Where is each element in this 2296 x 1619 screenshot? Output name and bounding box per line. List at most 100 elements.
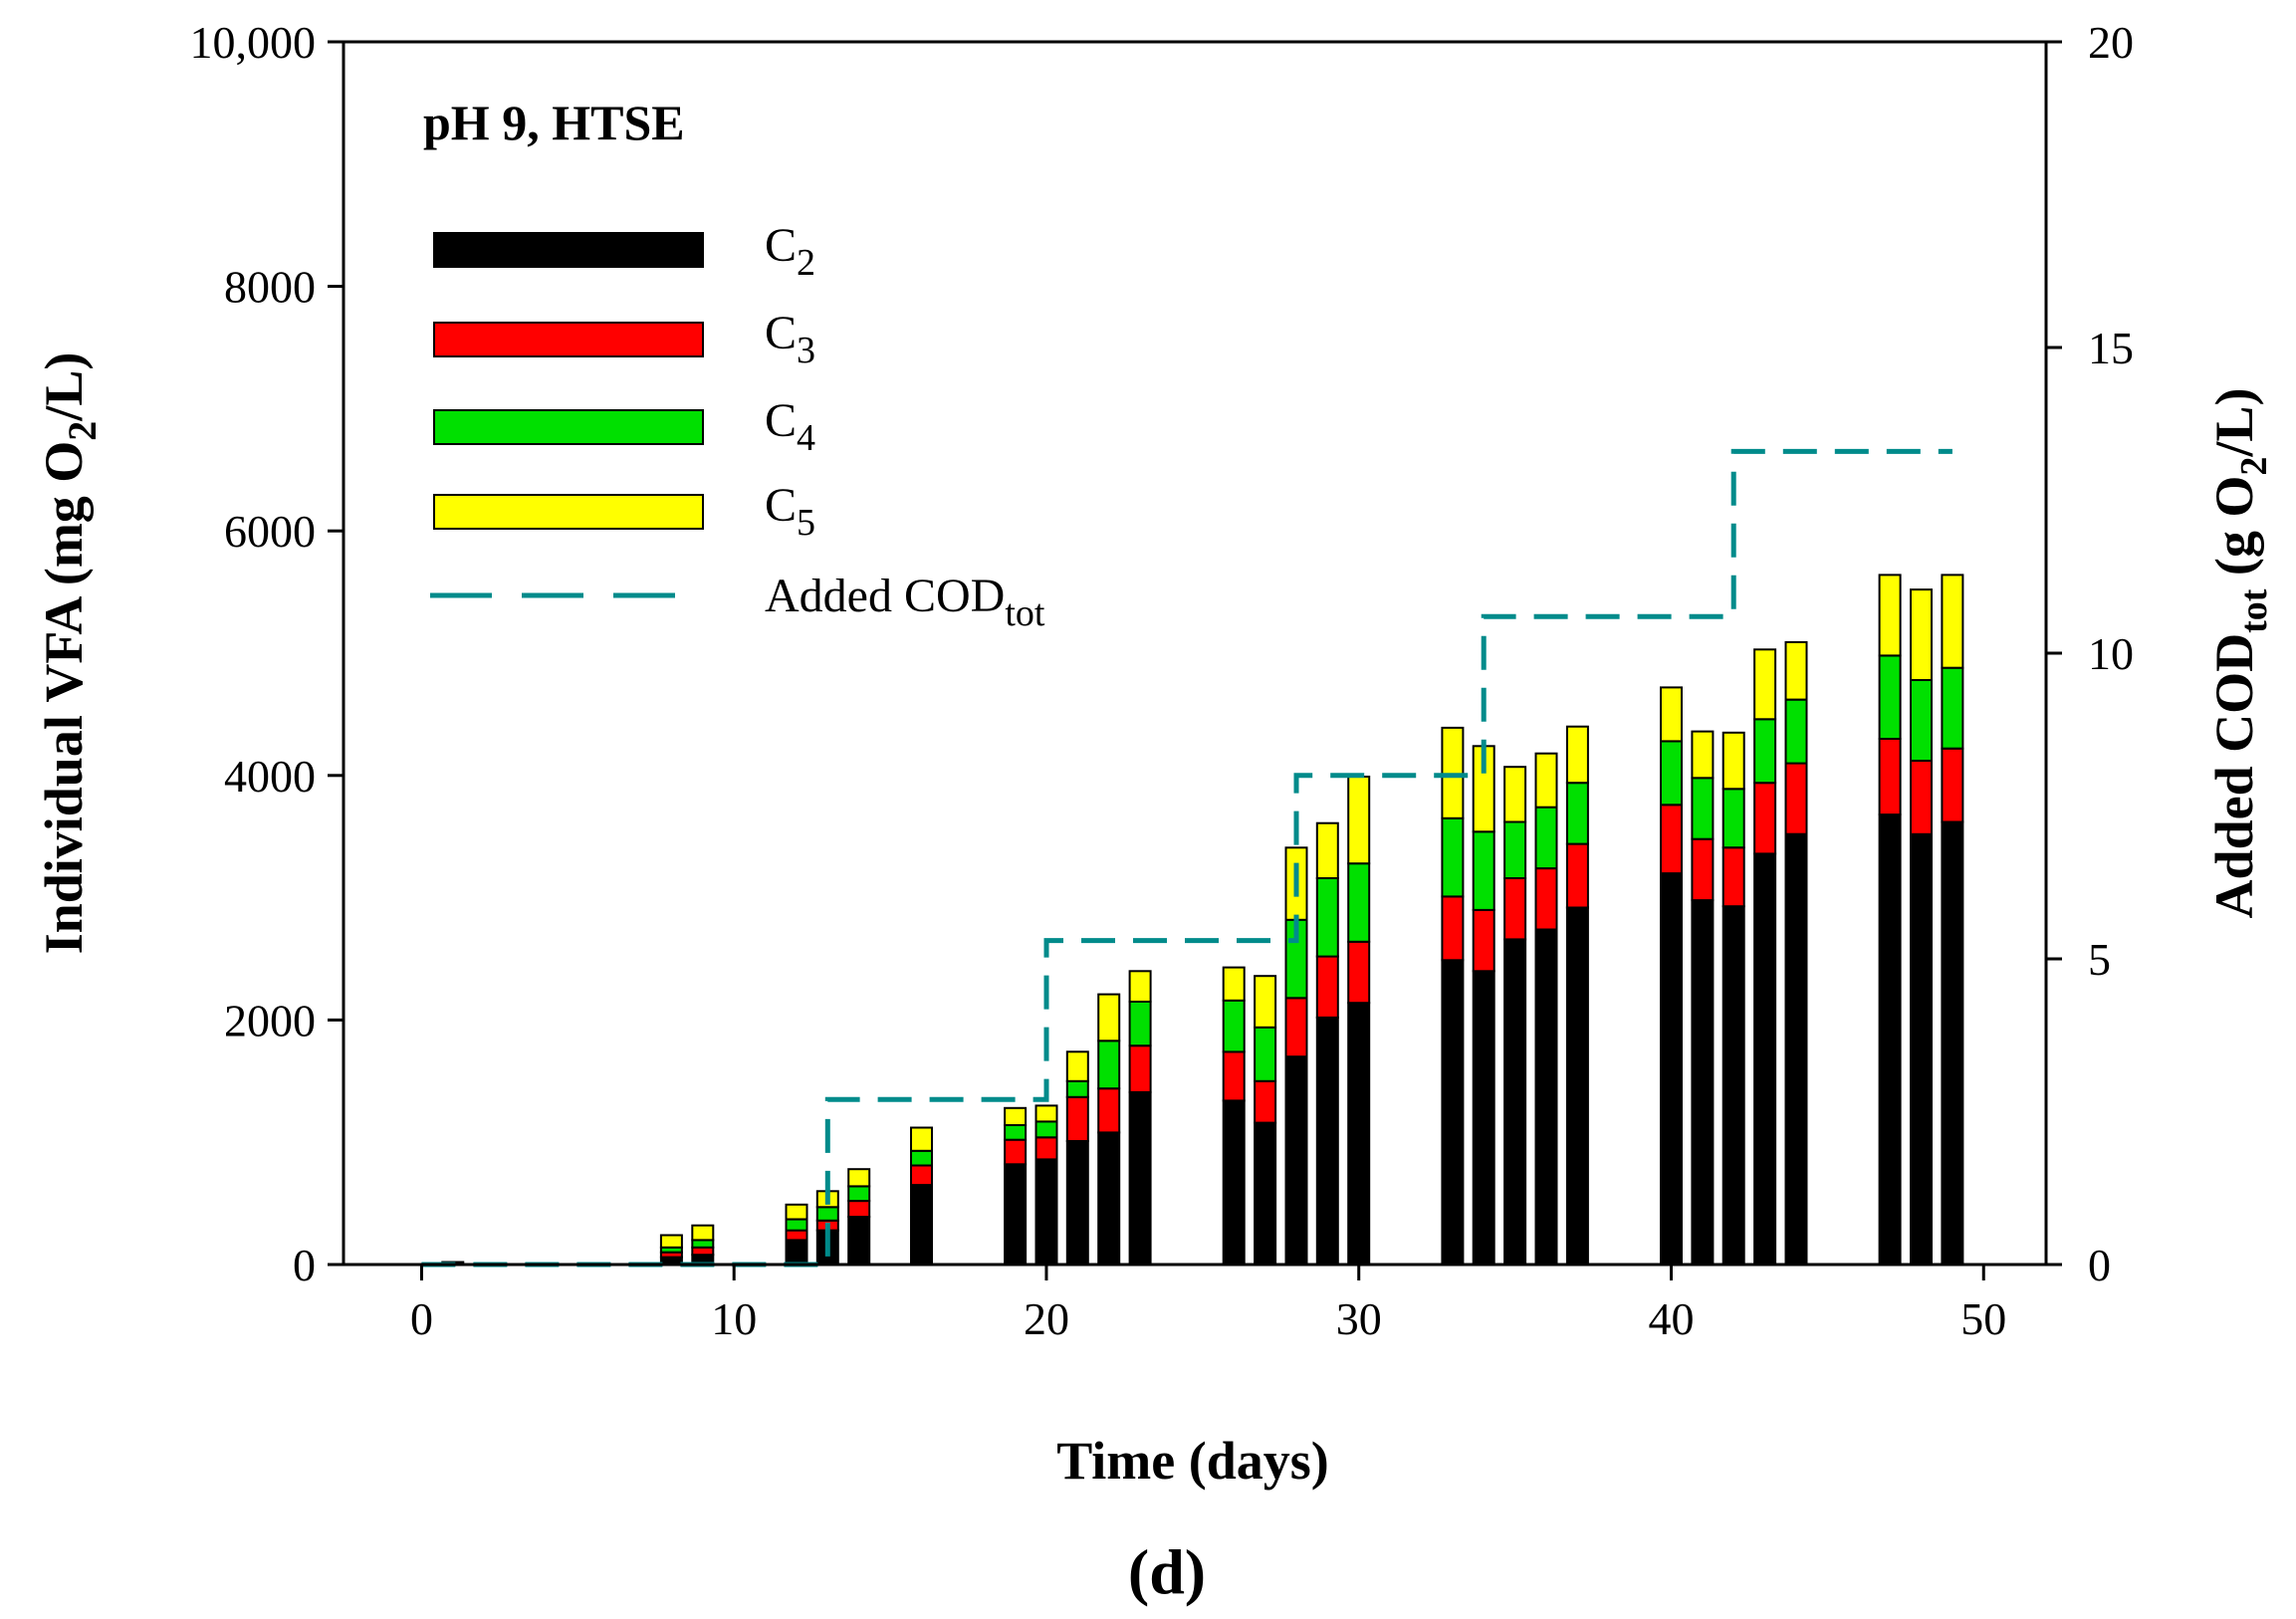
bar-segment-c5 <box>785 1203 808 1221</box>
bar-segment-c2 <box>1284 1055 1308 1266</box>
bar-segment-c5 <box>1347 776 1371 865</box>
bar-segment-c5 <box>1784 640 1808 701</box>
y-axis-title-tail: /L) <box>34 352 94 422</box>
bar-segment-c2 <box>1004 1163 1028 1267</box>
bar-segment-c4 <box>1722 788 1745 849</box>
bar-segment-c2 <box>1472 970 1495 1266</box>
bar-segment-c5 <box>1691 730 1715 780</box>
bar-segment-c5 <box>847 1168 871 1188</box>
bar-segment-c4 <box>1347 862 1371 943</box>
y-tick-label: 10,000 <box>190 17 317 68</box>
bar-segment-c4 <box>1222 999 1246 1053</box>
bar-segment-c4 <box>1503 820 1527 879</box>
bar-segment-c5 <box>1534 752 1558 809</box>
bar-segment-c3 <box>1722 846 1745 908</box>
panel-label: (d) <box>1128 1536 1206 1607</box>
bar-segment-c2 <box>1660 872 1683 1266</box>
bar-segment-c3 <box>785 1229 808 1242</box>
bar-segment-c2 <box>1753 852 1777 1267</box>
bar-segment-c3 <box>1315 955 1339 1019</box>
bar-segment-c3 <box>1784 762 1808 835</box>
bar-segment-c5 <box>1941 574 1964 669</box>
bar-segment-c4 <box>1472 830 1495 911</box>
bar-segment-c3 <box>1097 1087 1121 1134</box>
x-axis-title: Time (days) <box>1056 1431 1329 1491</box>
x-tick-label: 10 <box>711 1293 757 1344</box>
bar-segment-c2 <box>1534 928 1558 1266</box>
y2-tick-label: 5 <box>2088 934 2111 985</box>
bar-segment-c4 <box>1660 740 1683 807</box>
bar-segment-c5 <box>1254 975 1277 1029</box>
bar-segment-c4 <box>847 1185 871 1203</box>
bar-segment-c5 <box>1878 574 1902 657</box>
bar-segment-c2 <box>1097 1131 1121 1267</box>
bar-segment-c3 <box>1284 997 1308 1058</box>
bar-segment-c4 <box>1910 679 1933 762</box>
y2-axis-title-main: Added COD <box>2204 633 2264 919</box>
bar-segment-c4 <box>1753 718 1777 785</box>
bar-segment-c2 <box>1254 1121 1277 1266</box>
bar-segment-c3 <box>910 1164 933 1187</box>
bar-segment-c4 <box>1565 782 1589 845</box>
x-tick-label: 30 <box>1336 1293 1382 1344</box>
bar-segment-c3 <box>1004 1138 1028 1166</box>
bar-segment-c4 <box>910 1149 933 1167</box>
bar-segment-c2 <box>1784 832 1808 1266</box>
bar-segment-c4 <box>1034 1120 1058 1139</box>
bar-segment-c4 <box>1691 777 1715 840</box>
bar-segment-c3 <box>1254 1079 1277 1124</box>
bar-segment-c2 <box>1722 905 1745 1266</box>
bar-segment-c3 <box>1472 908 1495 973</box>
bar-segment-c5 <box>1128 970 1152 1003</box>
legend-swatch-c2 <box>433 232 704 268</box>
chart-title: pH 9, HTSE <box>423 95 685 150</box>
legend-label: C3 <box>765 307 815 371</box>
y-axis-title-main: Individual VFA (mg O <box>34 441 94 955</box>
bar-segment-c3 <box>1910 760 1933 835</box>
bar-segment-c4 <box>1534 806 1558 870</box>
bar-segment-c3 <box>1034 1136 1058 1161</box>
bar-segment-c4 <box>785 1218 808 1232</box>
bar-segment-c5 <box>1722 731 1745 791</box>
x-axis: 0 10 20 30 40 50 <box>410 1265 2006 1344</box>
bar-segment-c5 <box>1222 966 1246 1002</box>
legend-label: C2 <box>765 219 815 284</box>
bar-segment-c2 <box>1910 832 1933 1266</box>
added-cod-line <box>421 448 1952 1268</box>
bar-segment-c5 <box>1097 993 1121 1042</box>
y2-axis-title-sub2: 2 <box>2233 457 2275 476</box>
bar-segment-c3 <box>1534 867 1558 931</box>
y-axis-right: 0 5 10 15 20 <box>2046 17 2134 1290</box>
legend-label: Added CODtot <box>765 570 1045 634</box>
y-axis-title-sub: 2 <box>60 421 105 441</box>
bar-segment-c4 <box>1315 877 1339 958</box>
bar-segment-c4 <box>1878 654 1902 740</box>
y-tick-label: 6000 <box>224 506 316 557</box>
bar-segment-c5 <box>1753 648 1777 721</box>
bar-segment-c3 <box>1941 747 1964 823</box>
x-tick-label: 40 <box>1648 1293 1694 1344</box>
legend-swatch-c5 <box>433 494 704 530</box>
bar-segment-c2 <box>785 1239 808 1267</box>
bar-segment-c4 <box>1441 816 1465 898</box>
legend-swatch-c4 <box>433 409 704 445</box>
bar-segment-c5 <box>1565 725 1589 785</box>
bar-segment-c4 <box>1941 666 1964 750</box>
bar-segment-c2 <box>1503 938 1527 1267</box>
stacked-bars <box>441 574 1964 1267</box>
bar-segment-c2 <box>1065 1140 1089 1266</box>
bar-segment-c3 <box>1347 940 1371 1005</box>
bar-segment-c3 <box>1691 837 1715 902</box>
bar-segment-c2 <box>1878 813 1902 1266</box>
y-tick-label: 4000 <box>224 751 316 802</box>
bar-segment-c3 <box>1565 842 1589 909</box>
y2-axis-title-sub: tot <box>2233 588 2275 633</box>
bar-segment-c5 <box>691 1224 715 1242</box>
bar-segment-c4 <box>1128 1001 1152 1047</box>
bar-segment-c2 <box>1034 1158 1058 1267</box>
bar-segment-c3 <box>1503 877 1527 941</box>
bar-segment-c2 <box>1347 1002 1371 1266</box>
bar-segment-c4 <box>1065 1079 1089 1098</box>
y2-tick-label: 15 <box>2088 323 2134 373</box>
